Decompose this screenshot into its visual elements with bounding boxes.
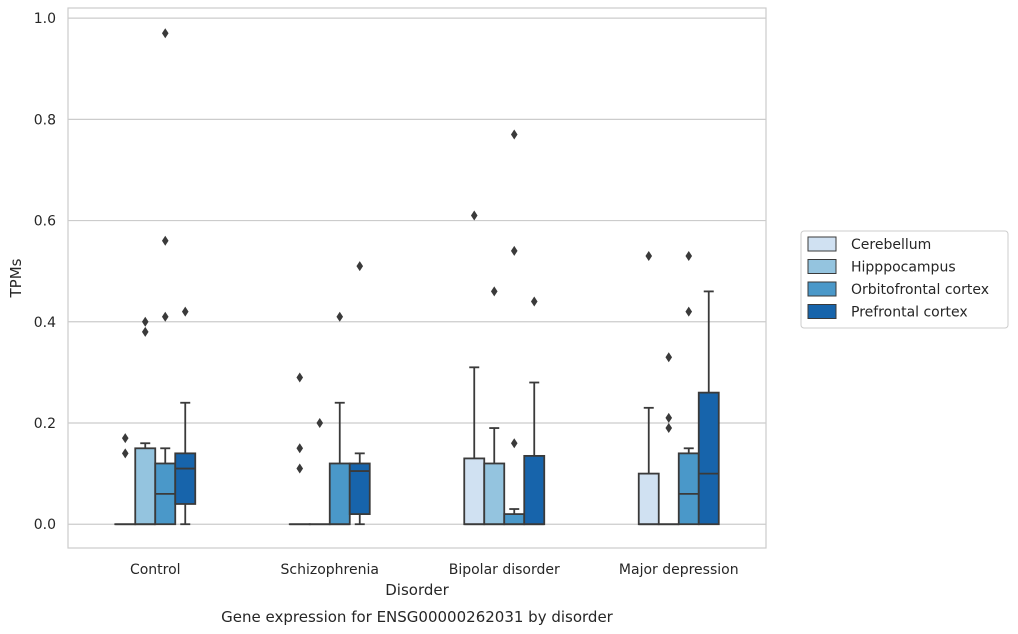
outlier-point <box>296 443 304 454</box>
legend-label: Cerebellum <box>851 237 931 253</box>
box <box>463 457 486 526</box>
y-tick-label: 0.2 <box>34 416 56 432</box>
box <box>328 462 351 526</box>
outlier-point <box>296 463 304 474</box>
y-tick-label: 1.0 <box>34 11 56 27</box>
outlier-point <box>296 372 304 383</box>
box-group <box>288 372 311 526</box>
x-tick-label: Bipolar disorder <box>449 562 560 578</box>
outlier-point <box>121 433 129 444</box>
box-group <box>523 296 546 526</box>
box <box>174 452 197 505</box>
x-tick-label: Major depression <box>619 562 739 578</box>
legend-swatch <box>807 259 837 274</box>
y-tick-label: 0.8 <box>34 112 56 128</box>
box-group <box>463 210 486 526</box>
y-axis-title: TPMs <box>7 258 25 298</box>
outlier-point <box>141 316 149 327</box>
box-group <box>637 250 660 526</box>
legend-label: Orbitofrontal cortex <box>851 282 989 298</box>
outlier-point <box>161 28 169 39</box>
outlier-point <box>316 417 324 428</box>
box-group <box>697 290 720 526</box>
outlier-point <box>470 210 478 221</box>
box-group <box>677 250 700 526</box>
outlier-point <box>665 423 673 434</box>
box-group <box>348 261 371 526</box>
y-tick-label: 0.6 <box>34 214 56 230</box>
outlier-point <box>181 306 189 317</box>
outlier-point <box>161 235 169 246</box>
box <box>637 472 660 526</box>
y-tick-label: 0.4 <box>34 315 56 331</box>
outlier-point <box>510 129 518 140</box>
box-plots <box>114 28 720 526</box>
legend-label: Prefrontal cortex <box>851 305 968 321</box>
outlier-point <box>121 448 129 459</box>
legend-swatch <box>807 236 837 252</box>
x-tick-label: Control <box>130 562 181 578</box>
legend-swatch <box>807 281 837 297</box>
outlier-point <box>685 306 693 317</box>
legend-frame <box>800 230 1009 329</box>
outlier-point <box>645 250 653 261</box>
x-tick-label: Schizophrenia <box>281 562 379 578</box>
box <box>677 452 700 526</box>
outlier-point <box>510 438 518 449</box>
outlier-point <box>356 261 364 272</box>
plot-frame <box>67 7 767 549</box>
outlier-point <box>510 245 518 256</box>
outlier-point <box>161 311 169 322</box>
y-tick-labels: 0.0 0.2 0.4 0.6 0.8 1.0 <box>34 11 56 533</box>
legend-swatch <box>807 304 837 319</box>
legend-label: Hipppocampus <box>851 260 956 276</box>
outlier-point <box>665 352 673 363</box>
outlier-point <box>141 326 149 337</box>
y-tick-label: 0.0 <box>34 517 56 533</box>
chart-caption: Gene expression for ENSG00000262031 by d… <box>221 608 614 626</box>
box <box>483 462 506 526</box>
box <box>697 391 720 526</box>
box <box>503 513 526 526</box>
box <box>134 447 157 526</box>
box-group <box>174 306 197 526</box>
legend: Cerebellum Hipppocampus Orbitofrontal cort… <box>800 230 1009 329</box>
box-group <box>483 286 506 526</box>
box <box>348 462 371 515</box>
x-axis-title: Disorder <box>385 581 449 599</box>
outlier-point <box>665 412 673 423</box>
outlier-point <box>336 311 344 322</box>
outlier-point <box>685 250 693 261</box>
outlier-point <box>490 286 498 297</box>
box <box>523 454 546 526</box>
outlier-point <box>530 296 538 307</box>
box-group <box>154 28 177 526</box>
x-tick-labels: Control Schizophrenia Bipolar disorder Majo… <box>130 562 739 578</box>
